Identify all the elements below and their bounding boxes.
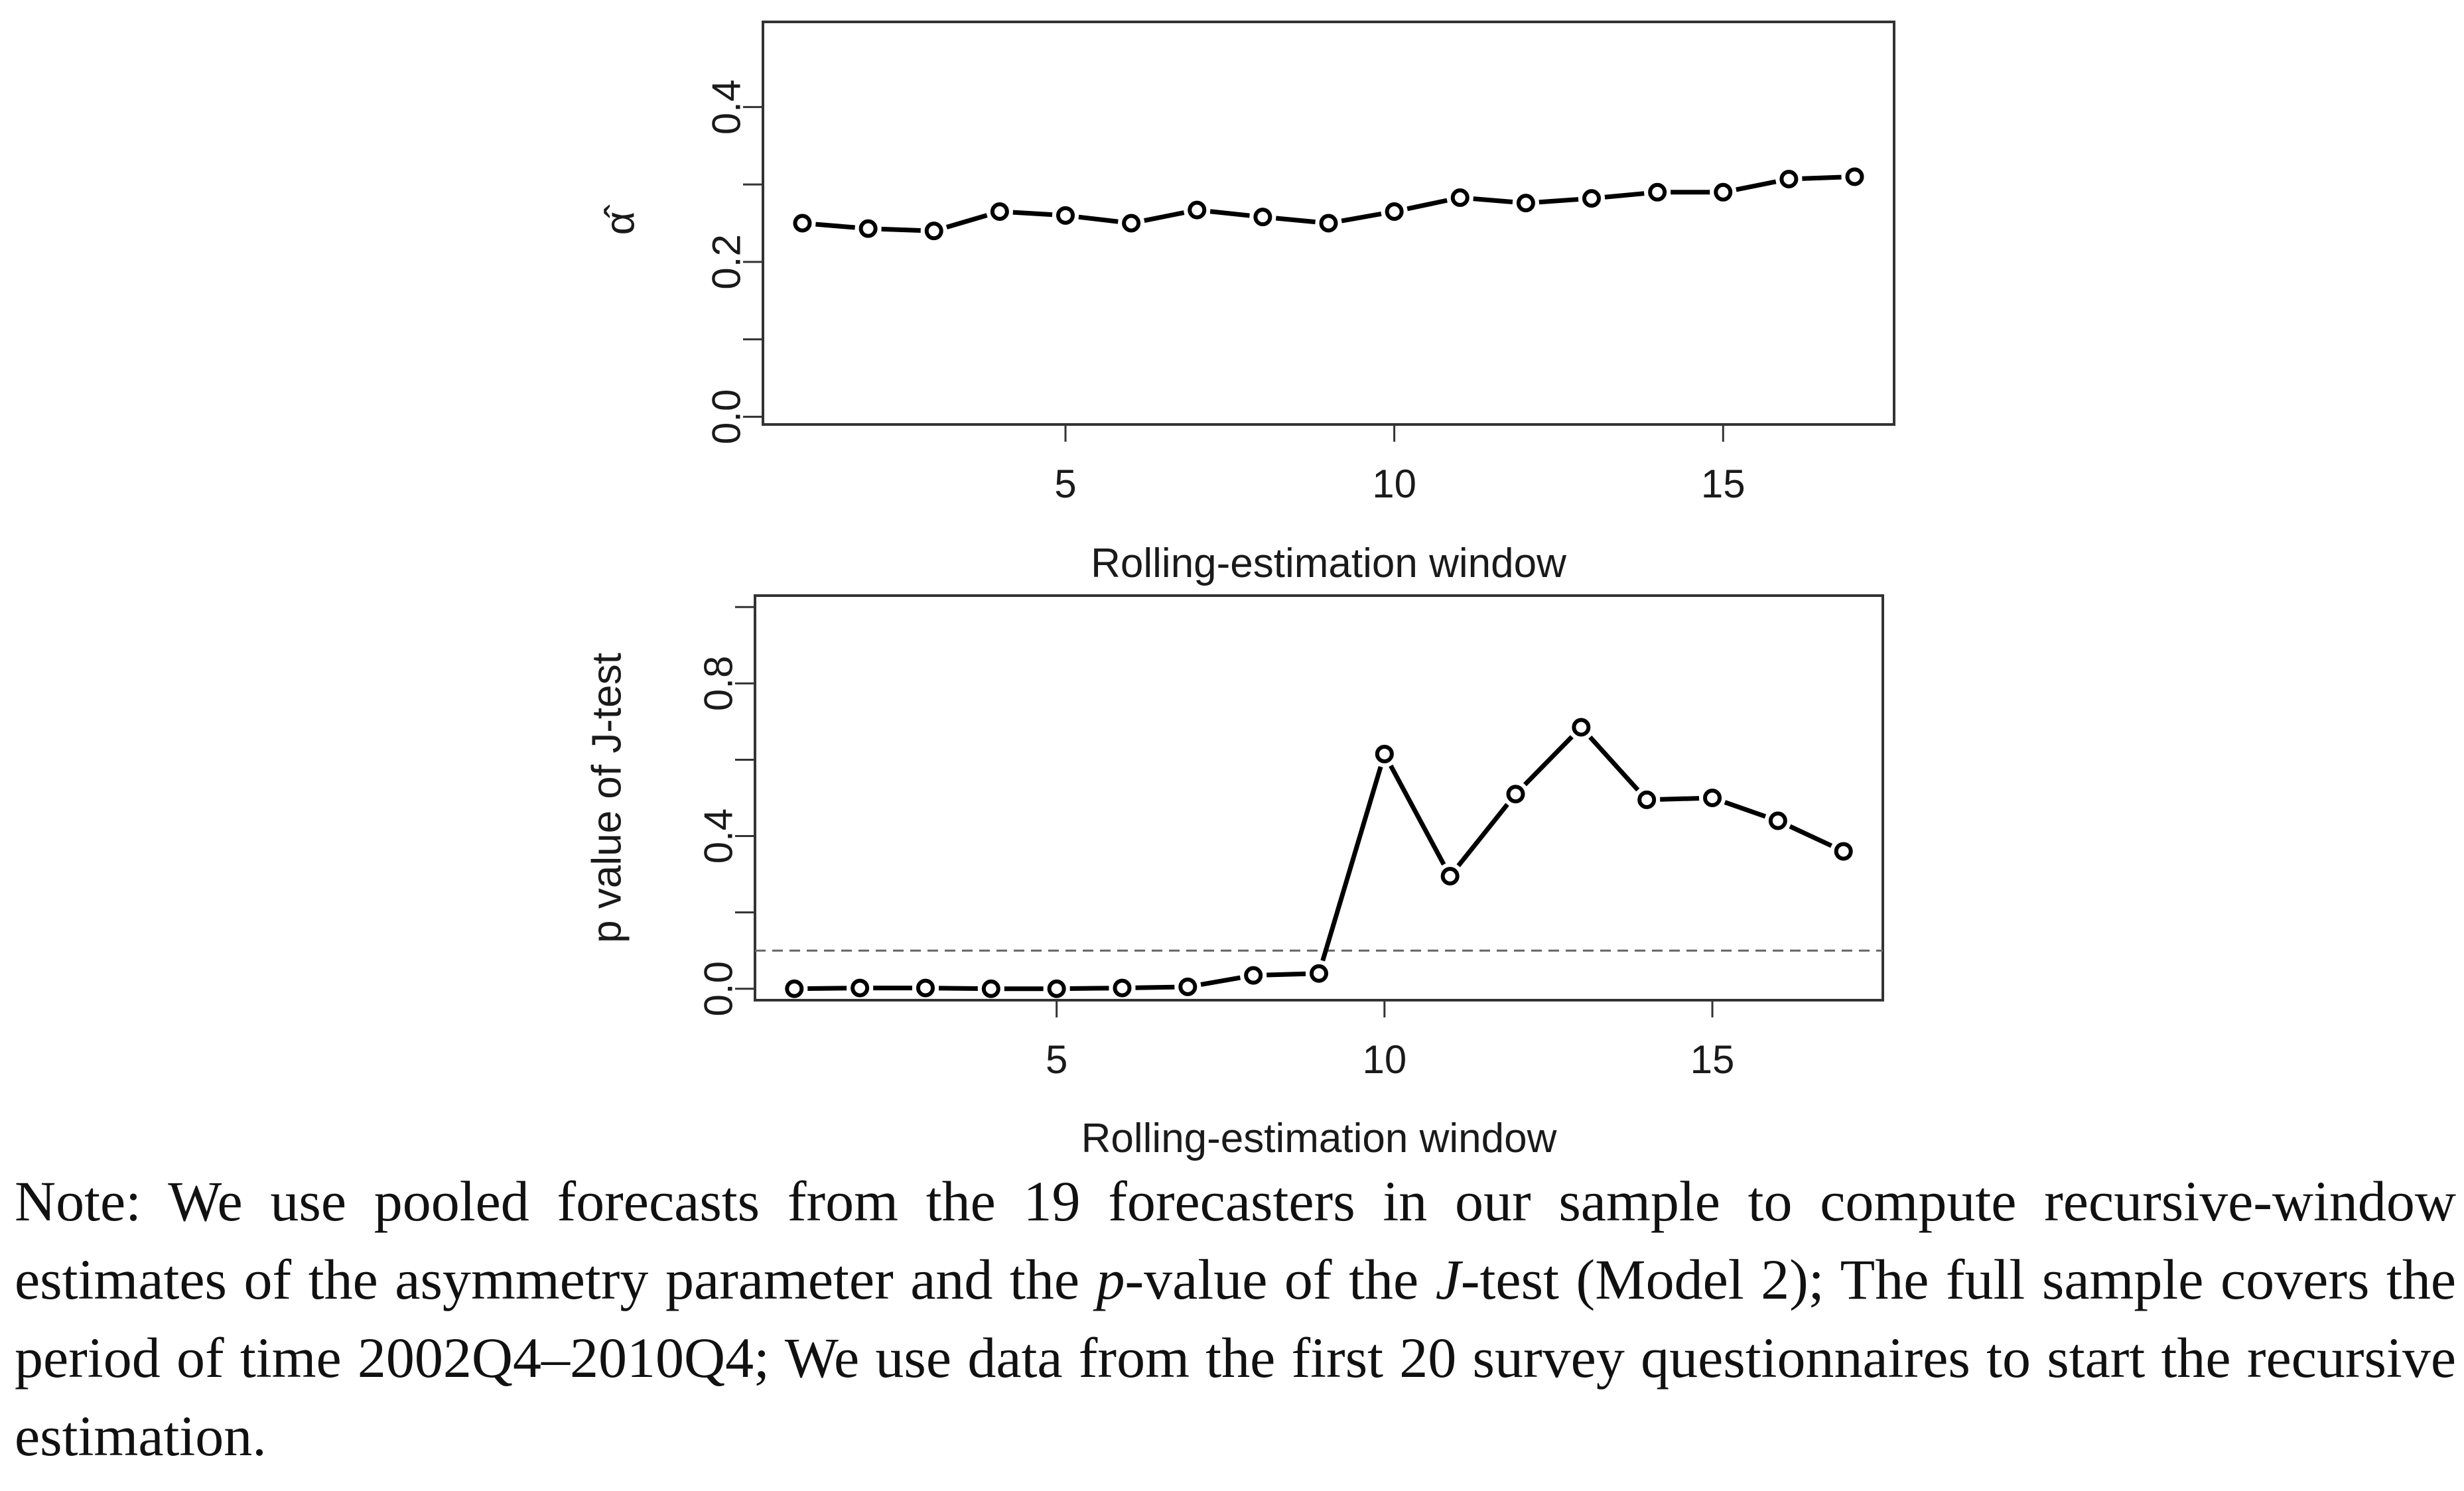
data-point xyxy=(1768,811,1787,830)
data-point xyxy=(1779,169,1799,188)
plot-frame xyxy=(762,21,1895,426)
data-point xyxy=(851,978,870,998)
data-point xyxy=(1253,208,1272,227)
y-tick-label: 0.4 xyxy=(697,809,741,864)
x-tick-label: 15 xyxy=(1701,462,1745,506)
data-point xyxy=(990,202,1009,221)
series-segment xyxy=(1523,735,1574,787)
data-point xyxy=(1516,194,1535,213)
series-segment xyxy=(945,213,988,229)
data-point xyxy=(1450,188,1470,207)
data-point xyxy=(1703,789,1722,807)
y-tick-label: 0.8 xyxy=(697,656,741,711)
note-text-start: Note: We use pooled forecasts from the 1… xyxy=(15,1169,2456,1311)
data-point xyxy=(1244,966,1263,985)
series-segment xyxy=(1135,984,1175,990)
note-italic-j: J xyxy=(1435,1248,1461,1311)
series-segment xyxy=(1389,764,1446,866)
series-segment xyxy=(1078,214,1119,224)
y-tick-label: 0.0 xyxy=(697,961,741,1016)
x-axis-label: Rolling-estimation window xyxy=(1091,541,1566,586)
series-segment xyxy=(881,226,921,233)
x-tick-label: 15 xyxy=(1690,1037,1735,1082)
data-point xyxy=(1440,866,1460,885)
x-axis-label: Rolling-estimation window xyxy=(1081,1116,1557,1161)
y-tick-label: 0.0 xyxy=(705,389,749,444)
series-segment xyxy=(1456,803,1509,868)
data-point xyxy=(1113,978,1132,998)
data-point xyxy=(981,979,1000,998)
y-axis-label: p value of J-test xyxy=(584,653,630,943)
alpha-hat-panel: 0.0 0.2 0.4 5 10 15 Rolling-estimation window α… xyxy=(598,21,1895,586)
note-italic-p: p xyxy=(1096,1248,1125,1311)
data-point xyxy=(924,222,943,241)
series-segment xyxy=(1012,210,1053,218)
series-segment xyxy=(1660,796,1700,802)
data-point xyxy=(1056,206,1075,225)
note-text-middle: -value of the xyxy=(1125,1248,1436,1311)
data-point xyxy=(1506,785,1525,804)
j-test-pvalue-panel: 0.0 0.4 0.8 5 10 15 Rolling-estimation window p… xyxy=(584,594,1884,1161)
data-point xyxy=(1834,842,1853,861)
series-segment xyxy=(1266,971,1306,978)
series-segment xyxy=(815,222,855,230)
series-segment xyxy=(1724,800,1767,819)
x-tick-label: 5 xyxy=(1046,1037,1067,1082)
x-tick-label: 10 xyxy=(1372,462,1416,506)
data-point xyxy=(1122,214,1141,233)
data-point xyxy=(1385,202,1404,221)
figure-canvas: 0.0 0.2 0.4 5 10 15 Rolling-estimation window α… xyxy=(584,21,1895,1161)
series-segment xyxy=(1320,765,1383,962)
data-point xyxy=(793,214,812,233)
series-segment xyxy=(807,986,847,992)
data-point xyxy=(1714,182,1733,202)
plot-frame xyxy=(754,594,1884,1002)
series-segment xyxy=(1406,198,1448,212)
series-segment xyxy=(1789,824,1833,848)
y-axis-label: α̂ xyxy=(598,204,644,235)
data-point xyxy=(858,219,878,238)
figure-note: Note: We use pooled forecasts from the 1… xyxy=(15,1162,2456,1475)
x-tick-label: 5 xyxy=(1054,462,1076,506)
data-point xyxy=(1319,214,1338,233)
data-point xyxy=(1572,718,1591,737)
series-segment xyxy=(1802,174,1842,181)
x-tick-label: 10 xyxy=(1362,1037,1406,1082)
data-point xyxy=(1845,167,1864,186)
series-segment xyxy=(1604,191,1645,200)
series-segment xyxy=(1473,196,1513,204)
data-point xyxy=(785,979,804,998)
series-segment xyxy=(1736,179,1777,192)
data-point xyxy=(1637,790,1657,809)
data-point xyxy=(1047,979,1066,998)
series-segment xyxy=(1144,210,1185,224)
y-tick-label: 0.2 xyxy=(705,234,749,289)
y-tick-label: 0.4 xyxy=(705,80,749,135)
series-segment xyxy=(1200,975,1241,987)
data-point xyxy=(1188,200,1207,220)
series-segment xyxy=(1069,986,1109,992)
data-point xyxy=(1648,182,1667,202)
series-segment xyxy=(1275,216,1316,225)
note-text-end: -test (Model 2); The full sample covers … xyxy=(15,1248,2457,1468)
data-point xyxy=(1375,744,1394,763)
series-segment xyxy=(1209,209,1250,218)
data-point xyxy=(916,978,935,998)
data-point xyxy=(1310,964,1328,983)
series-segment xyxy=(1539,197,1579,205)
data-point xyxy=(1582,189,1602,208)
series-segment xyxy=(1588,736,1640,792)
data-point xyxy=(1178,977,1198,996)
series-segment xyxy=(938,986,978,992)
series-segment xyxy=(1341,212,1382,224)
